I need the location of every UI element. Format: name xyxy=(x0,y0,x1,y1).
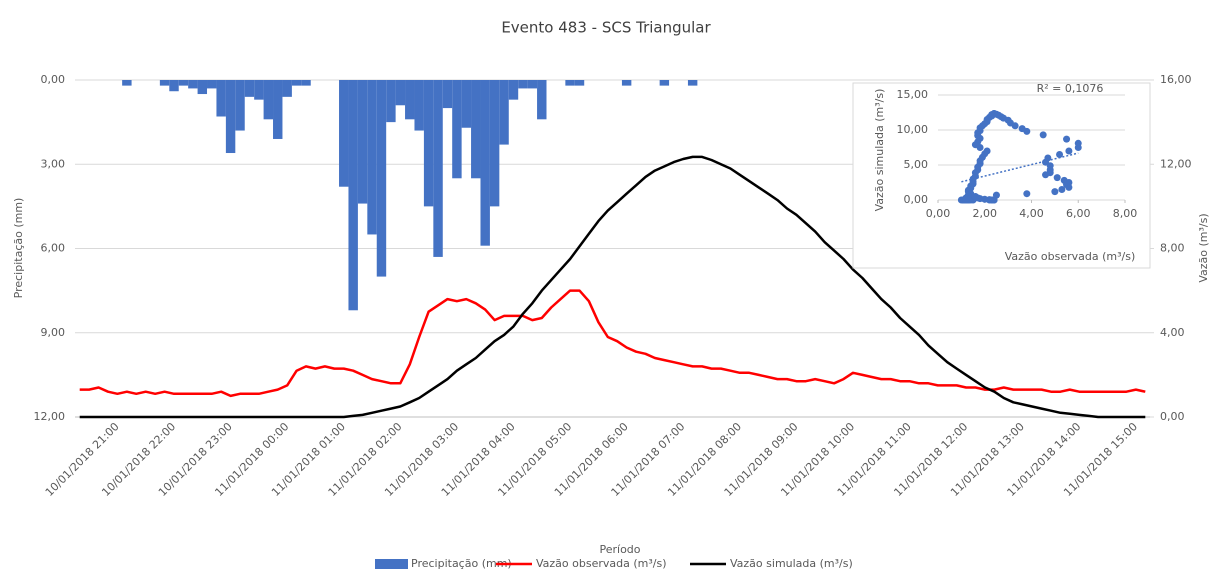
bar xyxy=(565,80,575,86)
bar xyxy=(367,80,377,235)
y-tick-label: 12,00 xyxy=(34,410,66,423)
bar xyxy=(178,80,189,86)
bar xyxy=(254,80,264,100)
bar xyxy=(461,80,472,128)
bar xyxy=(527,80,538,89)
bar xyxy=(687,80,698,86)
bar xyxy=(574,80,585,86)
bar xyxy=(159,80,170,86)
scatter-point xyxy=(1065,147,1073,155)
y-tick-label: 3,00 xyxy=(41,157,66,170)
bar xyxy=(508,80,519,100)
bar xyxy=(263,80,274,120)
inset-x-tick-label: 4,00 xyxy=(1019,207,1044,220)
bar xyxy=(357,80,368,204)
bar xyxy=(301,80,311,86)
scatter-point xyxy=(992,191,1000,199)
bar xyxy=(216,80,226,117)
bar xyxy=(433,80,443,257)
bar xyxy=(499,80,509,145)
bar xyxy=(480,80,490,246)
bar xyxy=(489,80,500,207)
inset-annotation: R² = 0,1076 xyxy=(1037,82,1104,95)
y-tick-label: 0,00 xyxy=(41,73,66,86)
bar xyxy=(423,80,434,207)
bar xyxy=(188,80,198,89)
inset-y-title: Vazão simulada (m³/s) xyxy=(873,89,886,212)
bar xyxy=(197,80,208,95)
bar xyxy=(518,80,528,89)
bar xyxy=(452,80,462,179)
bar xyxy=(395,80,406,106)
chart-title: Evento 483 - SCS Triangular xyxy=(501,19,711,37)
bar xyxy=(537,80,547,120)
bar xyxy=(207,80,217,89)
bar xyxy=(386,80,396,123)
inset-x-tick-label: 8,00 xyxy=(1113,207,1138,220)
legend-label: Vazão observada (m³/s) xyxy=(536,557,667,570)
line xyxy=(79,155,1146,419)
bar xyxy=(471,80,481,179)
x-axis-title: Período xyxy=(599,543,640,556)
scatter-point xyxy=(1056,151,1064,158)
bar xyxy=(122,80,132,86)
scatter-point xyxy=(1044,154,1052,162)
bar xyxy=(339,80,349,187)
legend-label: Precipitação (mm) xyxy=(411,557,512,570)
inset-y-tick-label: 5,00 xyxy=(904,158,929,171)
bar xyxy=(414,80,424,131)
scatter-point xyxy=(1074,139,1082,147)
bar xyxy=(291,80,302,86)
bar xyxy=(282,80,292,97)
y-tick-label: 9,00 xyxy=(41,326,66,339)
legend-swatch xyxy=(375,559,408,569)
y-axis-title: Precipitação (mm) xyxy=(12,198,25,299)
scatter-point xyxy=(1053,174,1061,182)
scatter-point xyxy=(962,196,970,204)
inset-frame xyxy=(852,82,1151,269)
inset-x-tick-label: 2,00 xyxy=(973,207,998,220)
y2-tick-label: 0,00 xyxy=(1160,410,1185,423)
y2-tick-label: 4,00 xyxy=(1160,326,1185,339)
bar xyxy=(244,80,255,97)
bar xyxy=(621,80,632,86)
bar xyxy=(376,80,387,277)
inset-y-tick-label: 0,00 xyxy=(904,193,929,206)
bar xyxy=(225,80,236,154)
scatter-point xyxy=(1023,190,1031,198)
scatter-point xyxy=(1060,176,1068,184)
y-tick-label: 6,00 xyxy=(41,242,66,255)
y2-axis-title: Vazão (m³/s) xyxy=(1197,213,1210,282)
y2-tick-label: 8,00 xyxy=(1160,242,1185,255)
inset-y-tick-label: 15,00 xyxy=(897,88,929,101)
scatter-point xyxy=(1058,186,1066,193)
legend-label: Vazão simulada (m³/s) xyxy=(730,557,853,570)
inset-y-tick-label: 10,00 xyxy=(897,123,929,136)
inset-x-tick-label: 0,00 xyxy=(926,207,951,220)
scatter-point xyxy=(1051,188,1059,196)
trendline xyxy=(961,152,1079,183)
scatter-point xyxy=(1039,131,1047,139)
y2-tick-label: 12,00 xyxy=(1160,157,1192,170)
scatter-point xyxy=(976,144,984,151)
bar xyxy=(659,80,670,86)
bar xyxy=(235,80,245,131)
line xyxy=(79,289,1146,398)
inset-x-title: Vazão observada (m³/s) xyxy=(1005,250,1136,263)
inset-x-tick-label: 6,00 xyxy=(1066,207,1091,220)
bar xyxy=(169,80,179,92)
y2-tick-label: 16,00 xyxy=(1160,73,1192,86)
scatter-point xyxy=(1063,135,1071,143)
bar xyxy=(405,80,415,120)
bar xyxy=(442,80,453,109)
scatter-point xyxy=(1018,125,1026,133)
bar xyxy=(273,80,283,139)
bar xyxy=(348,80,358,311)
